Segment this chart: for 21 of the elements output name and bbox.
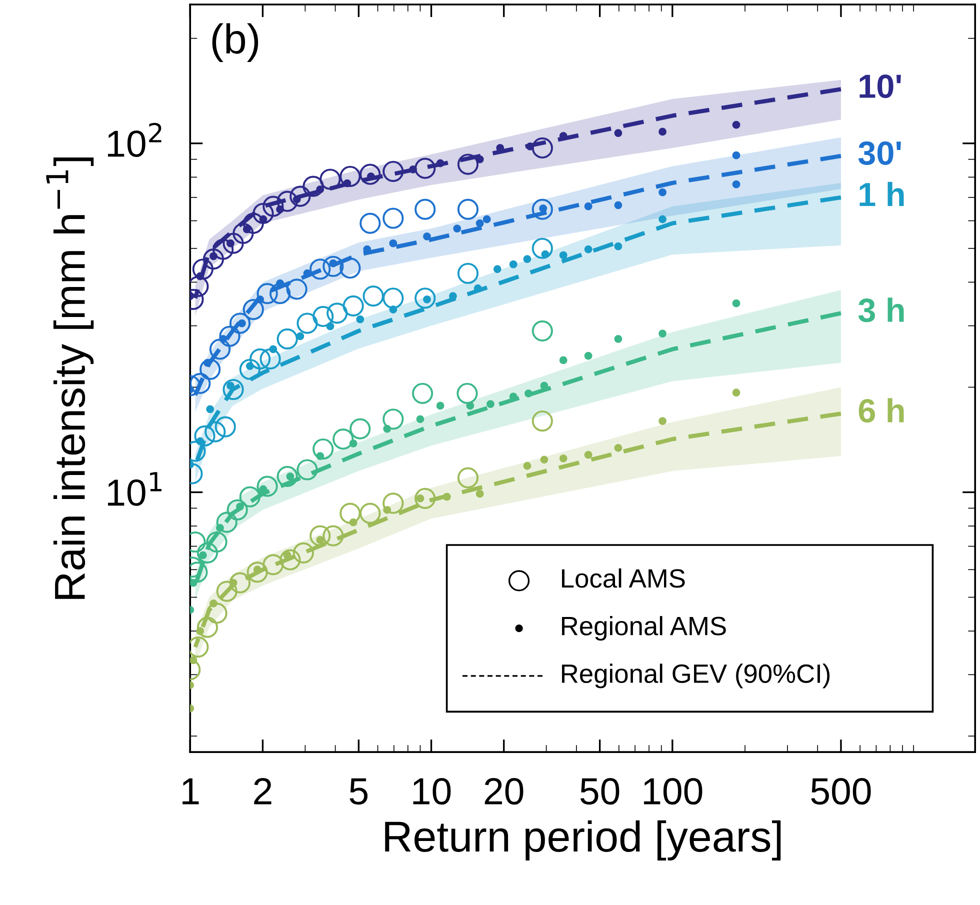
y-axis-title: Rain intensity [mm h$^{−1}$] <box>46 157 94 599</box>
series-label: 30' <box>858 141 901 165</box>
x-tick-label: 5 <box>350 778 368 805</box>
x-tick-label: 1 <box>182 778 199 804</box>
series-label: 1 h <box>860 182 904 206</box>
x-tick-label: 50 <box>580 778 620 805</box>
series-label: 10' <box>860 74 901 98</box>
x-tick-label: 20 <box>484 778 524 805</box>
x-tick-label: 500 <box>811 778 871 805</box>
annotation: Regional AMS <box>562 616 726 641</box>
x-axis-title: Return period [years] <box>385 820 781 860</box>
y-tick-label: 10$^{2}$ <box>108 122 162 158</box>
series-label: 3 h <box>858 298 904 322</box>
x-tick-label: 100 <box>644 778 702 805</box>
series-label: 6 h <box>858 398 904 423</box>
x-tick-label: 10 <box>413 778 451 805</box>
x-tick-label: 2 <box>254 778 272 804</box>
annotation: Regional GEV (90%CI) <box>562 664 830 688</box>
chart-title: (b) <box>212 23 258 62</box>
annotation: Local AMS <box>562 568 685 588</box>
y-tick-label: 10$^{1}$ <box>108 472 162 506</box>
